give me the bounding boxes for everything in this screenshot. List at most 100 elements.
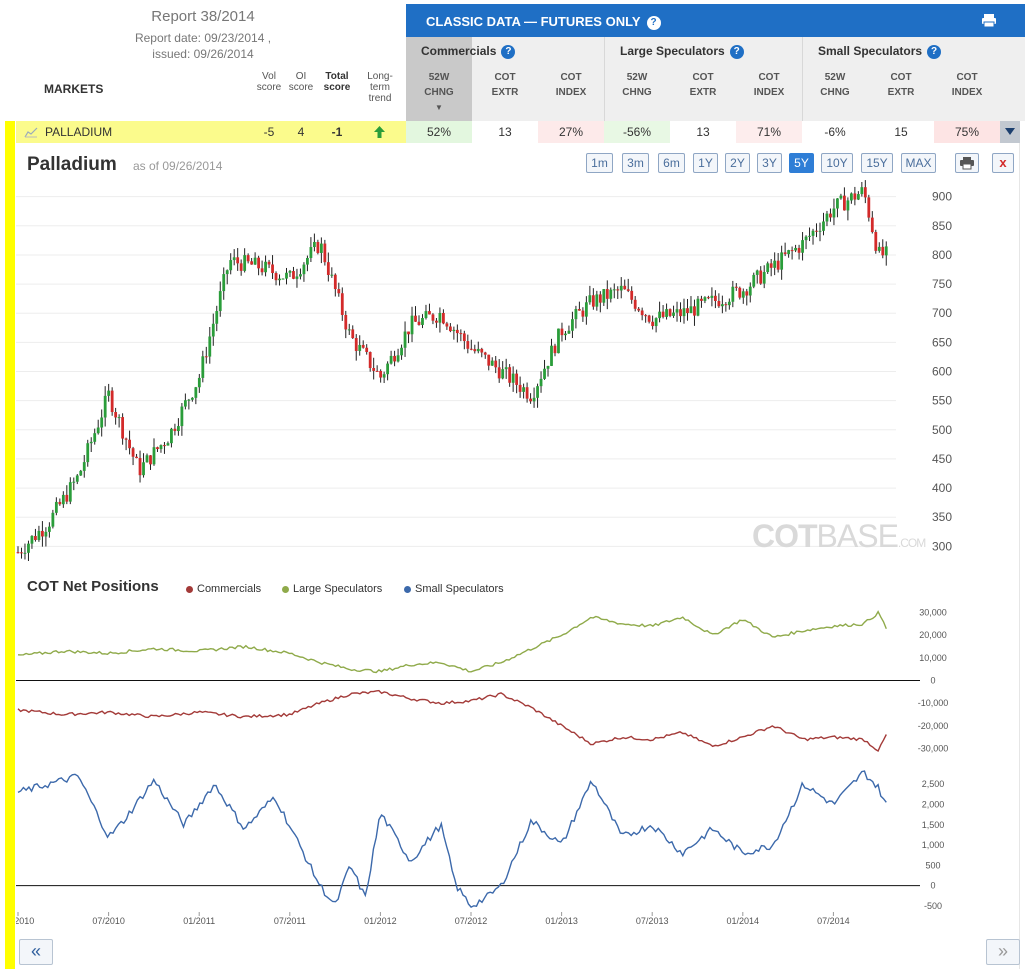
- value-cell: 52%: [406, 121, 472, 143]
- candle: [41, 521, 44, 547]
- candle: [769, 258, 773, 277]
- cot-chart[interactable]: 30,000 20,000 10,000 0 -10,000 -20,000 -30,000…: [16, 598, 1016, 928]
- candle: [431, 313, 435, 325]
- col-header-cot-index[interactable]: COT INDEX: [753, 72, 785, 98]
- candle: [637, 307, 641, 313]
- candle: [243, 248, 247, 273]
- candle: [222, 267, 226, 300]
- candle: [647, 314, 651, 324]
- candle: [274, 271, 278, 286]
- value-cell: 71%: [736, 121, 802, 143]
- candle: [96, 419, 100, 435]
- print-chart-button[interactable]: [955, 153, 979, 173]
- print-icon[interactable]: [956, 154, 978, 172]
- candle: [515, 369, 519, 394]
- help-icon[interactable]: ?: [927, 44, 942, 59]
- candle: [82, 454, 86, 478]
- candle: [351, 325, 355, 339]
- help-icon[interactable]: ?: [501, 44, 516, 59]
- col-header-52w-chng[interactable]: 52W CHNG: [820, 72, 850, 98]
- help-icon[interactable]: ?: [646, 15, 661, 30]
- close-icon[interactable]: x: [999, 155, 1007, 170]
- candle: [668, 308, 672, 318]
- print-icon[interactable]: [981, 13, 997, 28]
- range-button-3y[interactable]: 3Y: [757, 153, 782, 173]
- candle: [752, 272, 756, 289]
- range-button-15y[interactable]: 15Y: [861, 153, 893, 173]
- help-icon[interactable]: ?: [729, 44, 744, 59]
- candle: [884, 241, 888, 266]
- candle: [787, 249, 791, 258]
- price-chart[interactable]: 300 350 400 450 500 550 600 650 700 750 800 850 900: [16, 180, 1016, 570]
- legend-large-speculators[interactable]: Large Speculators: [282, 583, 382, 595]
- legend-small-speculators[interactable]: Small Speculators: [404, 583, 504, 595]
- range-button-10y[interactable]: 10Y: [821, 153, 853, 173]
- col-header-cot-extr[interactable]: COT EXTR: [887, 72, 915, 98]
- candle: [152, 438, 156, 466]
- col-header-cot-extr[interactable]: COT EXTR: [689, 72, 717, 98]
- candle: [630, 286, 634, 304]
- col-header-cot-index[interactable]: COT INDEX: [555, 72, 587, 98]
- candle: [713, 290, 717, 309]
- candle: [846, 197, 850, 221]
- candle: [187, 398, 191, 410]
- candle: [731, 280, 735, 308]
- group-large-speculators: Large Speculators?: [620, 44, 744, 59]
- candle: [529, 393, 532, 404]
- range-button-1m[interactable]: 1m: [586, 153, 613, 173]
- y-tick-label: 0: [930, 676, 935, 686]
- candle: [173, 423, 177, 436]
- candle: [543, 359, 546, 380]
- y-tick-label: 10,000: [919, 653, 947, 663]
- candle: [602, 289, 606, 306]
- y-tick-label: 650: [932, 335, 952, 349]
- y-tick-label: 800: [932, 248, 952, 262]
- candle: [354, 334, 358, 361]
- legend-commercials[interactable]: Commercials: [186, 583, 261, 595]
- candle: [347, 323, 351, 335]
- market-row[interactable]: PALLADIUM -5 4 -1 52% 13 27% -56% 13 71%…: [16, 121, 1020, 143]
- candle: [727, 298, 731, 310]
- candle: [560, 322, 564, 342]
- candle: [72, 477, 76, 491]
- candle: [288, 269, 292, 277]
- candle: [176, 418, 180, 436]
- candle: [309, 237, 313, 263]
- candle: [330, 267, 334, 278]
- candle: [278, 274, 281, 286]
- y-tick-label: 500: [925, 860, 940, 870]
- next-button[interactable]: »: [986, 939, 1020, 965]
- col-header-cot-extr[interactable]: COT EXTR: [491, 72, 519, 98]
- candle: [232, 249, 236, 266]
- col-header-cot-index[interactable]: COT INDEX: [951, 72, 983, 98]
- candle: [382, 371, 386, 384]
- close-chart-button[interactable]: x: [992, 153, 1014, 173]
- value-cell: -6%: [802, 121, 868, 143]
- market-name[interactable]: PALLADIUM: [45, 125, 113, 139]
- candle: [194, 386, 198, 405]
- candle: [672, 305, 675, 318]
- candle: [337, 282, 341, 297]
- range-button-1y[interactable]: 1Y: [693, 153, 718, 173]
- range-button-5y[interactable]: 5Y: [789, 153, 814, 173]
- range-button-3m[interactable]: 3m: [622, 153, 649, 173]
- range-button-6m[interactable]: 6m: [658, 153, 685, 173]
- range-button-2y[interactable]: 2Y: [725, 153, 750, 173]
- candle: [811, 228, 815, 245]
- candle: [333, 273, 337, 297]
- candle: [455, 324, 459, 343]
- candle: [623, 279, 627, 290]
- candle: [285, 267, 288, 285]
- candle: [403, 321, 407, 357]
- candle: [316, 239, 320, 255]
- classic-title: CLASSIC DATA — FUTURES ONLY: [426, 14, 641, 29]
- caret-down-icon[interactable]: [1004, 127, 1016, 137]
- collapse-button[interactable]: [1000, 121, 1020, 143]
- range-button-max[interactable]: MAX: [901, 153, 936, 173]
- col-header-52w-chng[interactable]: 52W CHNG ▼: [424, 72, 454, 112]
- candle: [410, 306, 414, 343]
- candle: [522, 383, 526, 399]
- col-header-52w-chng[interactable]: 52W CHNG: [622, 72, 652, 98]
- prev-button[interactable]: «: [19, 939, 53, 965]
- candle: [142, 453, 145, 478]
